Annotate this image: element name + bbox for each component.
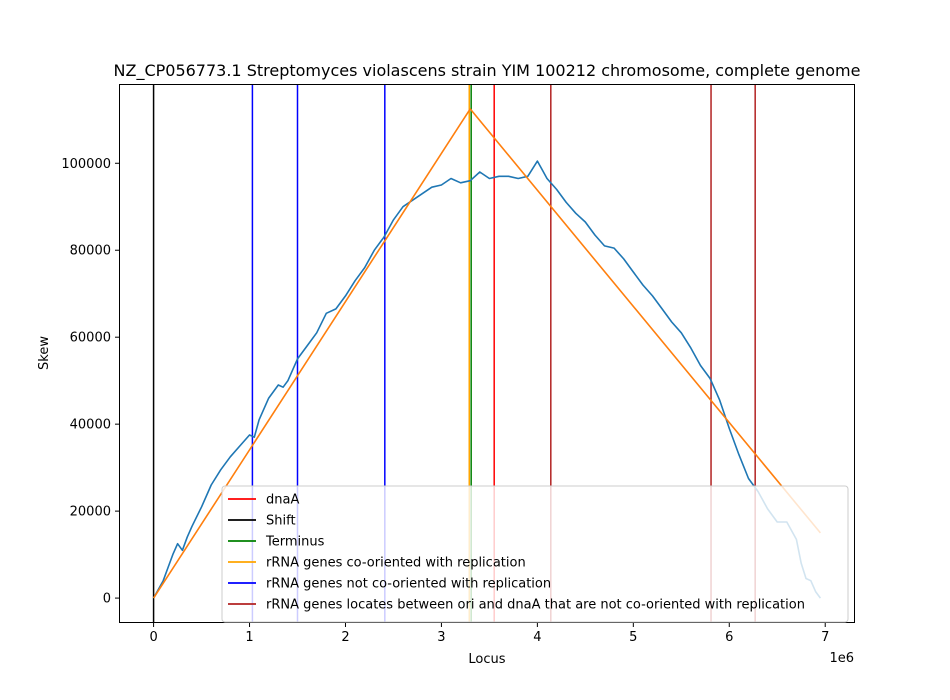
- legend-label-4: rRNA genes not co-oriented with replicat…: [266, 577, 551, 592]
- legend-box: [221, 485, 849, 623]
- x-tick-label-7: 7: [821, 630, 829, 645]
- chart-title: NZ_CP056773.1 Streptomyces violascens st…: [114, 61, 861, 81]
- legend-label-2: Terminus: [265, 535, 325, 550]
- x-offset-label: 1e6: [829, 651, 854, 666]
- legend-label-5: rRNA genes locates between ori and dnaA …: [266, 598, 805, 613]
- y-tick-label-4: 80000: [70, 244, 111, 259]
- x-tick-label-3: 3: [437, 630, 445, 645]
- y-tick-label-0: 0: [103, 592, 111, 607]
- series-line-0: [152, 160, 822, 599]
- x-tick-label-5: 5: [629, 630, 637, 645]
- x-tick-label-6: 6: [725, 630, 733, 645]
- x-tick-label-0: 0: [149, 630, 157, 645]
- y-tick-label-5: 100000: [61, 157, 111, 172]
- series-line-1: [152, 108, 822, 599]
- x-tick-label-4: 4: [533, 630, 541, 645]
- legend-label-3: rRNA genes co-oriented with replication: [266, 556, 526, 571]
- legend: dnaA Shift Terminus rRNA genes co-oriented …: [221, 485, 849, 623]
- x-tick-label-1: 1: [245, 630, 253, 645]
- x-tick-label-2: 2: [341, 630, 349, 645]
- x-axis-label: Locus: [468, 652, 505, 667]
- y-tick-label-1: 20000: [70, 505, 111, 520]
- y-tick-label-3: 60000: [70, 331, 111, 346]
- legend-label-1: Shift: [266, 514, 296, 529]
- y-tick-label-2: 40000: [70, 418, 111, 433]
- legend-label-0: dnaA: [266, 493, 299, 508]
- y-axis-label: Skew: [37, 336, 52, 370]
